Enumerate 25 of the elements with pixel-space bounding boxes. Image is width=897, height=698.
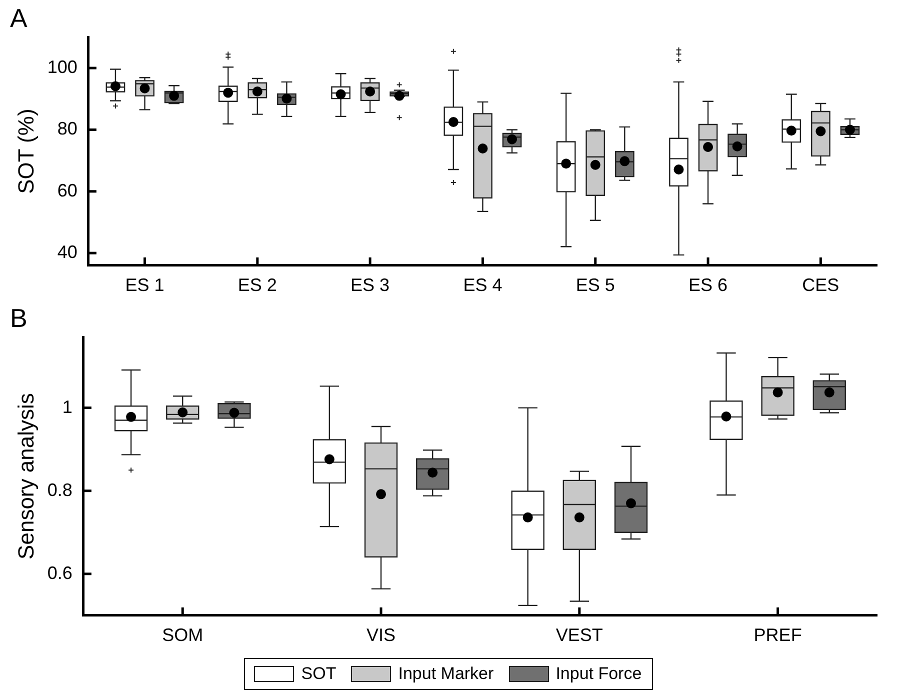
x-tick-label: CES bbox=[802, 275, 840, 296]
x-tick-label: ES 5 bbox=[576, 275, 615, 296]
chart-title: B bbox=[10, 302, 28, 333]
legend-label: Input Force bbox=[556, 664, 642, 684]
y-axis-title: SOT (%) bbox=[13, 108, 38, 194]
x-tick-label: PREF bbox=[754, 625, 802, 646]
x-tick-label: ES 1 bbox=[125, 275, 164, 296]
y-tick-label: 80 bbox=[57, 118, 78, 139]
legend-label: SOT bbox=[301, 664, 336, 684]
x-tick-label: ES 4 bbox=[463, 275, 502, 296]
y-tick-label: 0.8 bbox=[47, 480, 72, 500]
y-axis-title: Sensory analysis bbox=[13, 393, 38, 560]
y-tick-label: 0.6 bbox=[47, 562, 72, 583]
x-tick-label: SOM bbox=[162, 625, 204, 646]
y-tick-label: 100 bbox=[47, 57, 78, 78]
x-tick-label: ES 3 bbox=[350, 275, 390, 296]
y-tick-label: 1 bbox=[62, 396, 72, 417]
x-tick-label: ES 2 bbox=[238, 275, 277, 296]
x-tick-label: VEST bbox=[556, 625, 603, 646]
x-tick-label: ES 6 bbox=[688, 275, 728, 296]
y-tick-label: 60 bbox=[57, 180, 78, 200]
y-tick-label: 40 bbox=[57, 242, 78, 262]
legend-label: Input Marker bbox=[398, 664, 494, 684]
x-tick-label: VIS bbox=[366, 625, 396, 646]
chart-title: A bbox=[10, 2, 28, 33]
